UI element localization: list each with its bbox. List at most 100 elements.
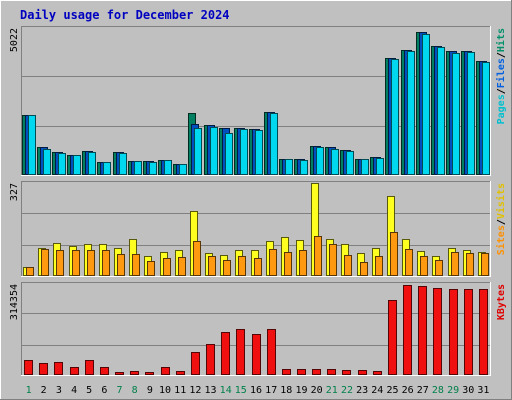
x-tick-label-day-31: 31	[477, 385, 489, 396]
bar-sites-day-21	[329, 244, 337, 276]
legend-entry: Pages	[496, 94, 507, 124]
bar-kbytes-day-26	[403, 285, 412, 375]
bar-pages-day-5	[88, 152, 96, 175]
bar-sites-day-18	[284, 252, 292, 276]
bar-sites-day-17	[269, 249, 277, 276]
bar-sites-day-11	[178, 257, 186, 276]
x-tick-label-day-23: 23	[356, 385, 368, 396]
bar-kbytes-day-30	[464, 289, 473, 375]
bar-sites-day-30	[466, 253, 474, 276]
bar-sites-day-12	[193, 241, 201, 276]
bar-kbytes-day-1	[24, 360, 33, 375]
bar-kbytes-day-14	[221, 332, 230, 375]
bar-kbytes-day-27	[418, 286, 427, 375]
bar-kbytes-day-15	[236, 329, 245, 375]
panel-hits-ymax-label: 5022	[9, 28, 20, 52]
x-tick-label-day-20: 20	[311, 385, 323, 396]
bar-kbytes-day-31	[479, 289, 488, 375]
bar-pages-day-2	[43, 149, 51, 175]
bar-pages-day-18	[285, 159, 293, 175]
bar-pages-day-6	[103, 162, 111, 175]
x-tick-label-day-15: 15	[235, 385, 247, 396]
bar-sites-day-19	[299, 250, 307, 276]
bar-sites-day-8	[132, 254, 140, 276]
bar-kbytes-day-5	[85, 360, 94, 375]
bar-kbytes-day-19	[297, 369, 306, 375]
x-tick-label-day-9: 9	[147, 385, 153, 396]
bar-kbytes-day-29	[449, 289, 458, 375]
bar-kbytes-day-25	[388, 300, 397, 375]
x-tick-label-day-22: 22	[341, 385, 353, 396]
bar-sites-day-7	[117, 254, 125, 276]
bar-pages-day-1	[28, 115, 36, 175]
legend-entry: Visits	[495, 183, 507, 219]
bar-kbytes-day-17	[267, 329, 276, 375]
bar-pages-day-20	[316, 147, 324, 175]
bar-kbytes-day-12	[191, 352, 200, 375]
bar-sites-day-13	[208, 256, 216, 276]
bar-sites-day-23	[360, 262, 368, 276]
bar-kbytes-day-21	[327, 369, 336, 375]
bar-pages-day-7	[119, 153, 127, 175]
bar-kbytes-day-8	[130, 371, 139, 375]
bar-kbytes-day-22	[342, 370, 351, 375]
x-tick-label-day-3: 3	[56, 385, 62, 396]
x-tick-label-day-24: 24	[371, 385, 383, 396]
bar-sites-day-1	[26, 267, 34, 276]
x-tick-label-day-8: 8	[132, 385, 138, 396]
bar-sites-day-3	[56, 250, 64, 276]
bar-pages-day-8	[134, 161, 142, 175]
bar-kbytes-day-23	[358, 370, 367, 375]
x-tick-label-day-1: 1	[26, 385, 32, 396]
bar-pages-day-11	[179, 164, 187, 175]
bar-pages-day-13	[210, 127, 218, 175]
x-tick-label-day-21: 21	[326, 385, 338, 396]
x-tick-label-day-11: 11	[174, 385, 186, 396]
panel-visits-legend: Sites/Visits	[495, 183, 507, 255]
x-tick-label-day-25: 25	[386, 385, 398, 396]
x-tick-label-day-16: 16	[250, 385, 262, 396]
panel-visits-ymax-label: 327	[9, 183, 20, 201]
bar-pages-day-14	[225, 133, 233, 175]
x-tick-label-day-10: 10	[159, 385, 171, 396]
bar-kbytes-day-28	[433, 288, 442, 375]
bar-kbytes-day-24	[373, 371, 382, 375]
x-tick-label-day-29: 29	[447, 385, 459, 396]
bar-sites-day-14	[223, 260, 231, 276]
bar-kbytes-day-10	[161, 367, 170, 375]
bar-kbytes-day-13	[206, 344, 215, 375]
x-tick-label-day-18: 18	[280, 385, 292, 396]
bar-pages-day-24	[376, 158, 384, 175]
chart-title: Daily usage for December 2024	[20, 8, 230, 22]
bar-kbytes-day-3	[54, 362, 63, 375]
bar-pages-day-15	[240, 129, 248, 175]
series-kbytes	[24, 285, 488, 375]
x-tick-label-day-6: 6	[101, 385, 107, 396]
bar-sites-day-25	[390, 232, 398, 276]
bar-pages-day-26	[407, 51, 415, 175]
legend-entry: /	[496, 219, 507, 225]
legend-entry: Files	[495, 58, 507, 88]
bar-pages-day-31	[482, 62, 490, 175]
panel-kbytes: 314354 KBytes	[9, 282, 507, 376]
bar-kbytes-day-18	[282, 369, 291, 375]
bar-sites-day-16	[254, 258, 262, 276]
bar-kbytes-day-11	[176, 371, 185, 375]
panel-kbytes-ymax-label: 314354	[9, 284, 20, 320]
chart-panels: 5022Pages/Files/Hits327Sites/Visits31435…	[9, 26, 507, 376]
bar-sites-day-31	[481, 253, 489, 276]
bar-kbytes-day-2	[39, 363, 48, 375]
bar-sites-day-27	[420, 256, 428, 276]
bar-kbytes-day-4	[70, 367, 79, 375]
bar-sites-day-22	[344, 255, 352, 276]
bar-pages-day-17	[270, 113, 278, 175]
bar-sites-day-9	[147, 261, 155, 276]
bar-pages-day-22	[346, 151, 354, 175]
x-tick-label-day-13: 13	[204, 385, 216, 396]
bar-pages-day-27	[422, 34, 430, 175]
bar-sites-day-29	[451, 252, 459, 276]
bar-sites-day-20	[314, 236, 322, 276]
series-pages	[28, 34, 490, 175]
x-tick-label-day-2: 2	[41, 385, 47, 396]
bar-pages-day-16	[255, 130, 263, 175]
